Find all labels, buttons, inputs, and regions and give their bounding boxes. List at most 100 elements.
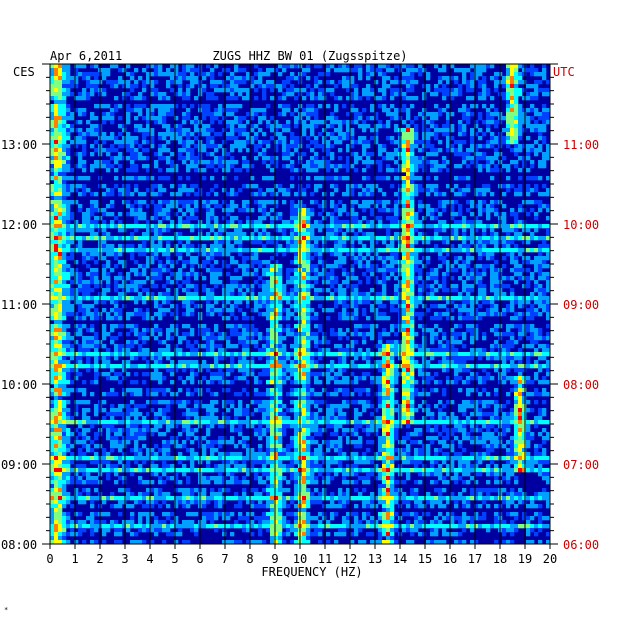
spectrogram-cell: [418, 156, 423, 161]
spectrogram-cell: [502, 216, 507, 221]
spectrogram-cell: [78, 96, 83, 101]
spectrogram-cell: [82, 72, 87, 77]
spectrogram-cell: [162, 264, 167, 269]
spectrogram-cell: [194, 260, 199, 265]
spectrogram-cell: [526, 176, 531, 181]
spectrogram-cell: [186, 112, 191, 117]
spectrogram-cell: [50, 268, 55, 273]
spectrogram-cell: [346, 144, 351, 149]
spectrogram-cell: [126, 276, 131, 281]
spectrogram-cell: [494, 268, 499, 273]
spectrogram-cell: [342, 76, 347, 81]
spectrogram-cell: [302, 248, 307, 253]
spectrogram-cell: [150, 188, 155, 193]
spectrogram-cell: [514, 312, 519, 317]
spectrogram-cell: [506, 228, 511, 233]
spectrogram-cell: [242, 124, 247, 129]
spectrogram-cell: [150, 296, 155, 301]
spectrogram-cell: [402, 264, 407, 269]
spectrogram-cell: [466, 256, 471, 261]
spectrogram-cell: [274, 336, 279, 341]
spectrogram-cell: [526, 148, 531, 153]
spectrogram-cell: [534, 88, 539, 93]
spectrogram-cell: [350, 316, 355, 321]
spectrogram-cell: [454, 76, 459, 81]
spectrogram-cell: [354, 232, 359, 237]
spectrogram-cell: [78, 288, 83, 293]
spectrogram-cell: [50, 232, 55, 237]
spectrogram-cell: [250, 136, 255, 141]
spectrogram-cell: [242, 224, 247, 229]
spectrogram-cell: [402, 156, 407, 161]
spectrogram-cell: [478, 192, 483, 197]
spectrogram-cell: [82, 184, 87, 189]
spectrogram-cell: [274, 68, 279, 73]
spectrogram-cell: [382, 84, 387, 89]
spectrogram-cell: [170, 64, 175, 69]
spectrogram-cell: [394, 232, 399, 237]
spectrogram-cell: [210, 224, 215, 229]
spectrogram-cell: [534, 284, 539, 289]
spectrogram-cell: [334, 236, 339, 241]
spectrogram-cell: [134, 308, 139, 313]
spectrogram-cell: [142, 148, 147, 153]
spectrogram-cell: [142, 332, 147, 337]
spectrogram-cell: [278, 340, 283, 345]
spectrogram-cell: [310, 128, 315, 133]
spectrogram-cell: [386, 296, 391, 301]
spectrogram-cell: [210, 276, 215, 281]
spectrogram-cell: [158, 120, 163, 125]
spectrogram-cell: [86, 96, 91, 101]
spectrogram-cell: [170, 260, 175, 265]
spectrogram-cell: [266, 332, 271, 337]
spectrogram-cell: [274, 300, 279, 305]
spectrogram-cell: [126, 236, 131, 241]
spectrogram-cell: [234, 280, 239, 285]
spectrogram-cell: [82, 304, 87, 309]
spectrogram-cell: [234, 192, 239, 197]
spectrogram-cell: [450, 208, 455, 213]
spectrogram-cell: [278, 88, 283, 93]
spectrogram-cell: [542, 260, 547, 265]
spectrogram-cell: [50, 104, 55, 109]
spectrogram-cell: [438, 76, 443, 81]
spectrogram-cell: [190, 140, 195, 145]
spectrogram-cell: [306, 296, 311, 301]
spectrogram-cell: [310, 276, 315, 281]
spectrogram-cell: [306, 224, 311, 229]
spectrogram-cell: [482, 192, 487, 197]
spectrogram-cell: [322, 156, 327, 161]
spectrogram-cell: [146, 80, 151, 85]
spectrogram-cell: [226, 292, 231, 297]
spectrogram-cell: [250, 116, 255, 121]
spectrogram-cell: [374, 236, 379, 241]
spectrogram-cell: [474, 220, 479, 225]
spectrogram-cell: [486, 116, 491, 121]
spectrogram-cell: [506, 68, 511, 73]
spectrogram-cell: [510, 300, 515, 305]
spectrogram-cell: [150, 144, 155, 149]
spectrogram-cell: [254, 80, 259, 85]
spectrogram-cell: [386, 256, 391, 261]
spectrogram-cell: [166, 212, 171, 217]
spectrogram-cell: [438, 312, 443, 317]
spectrogram-cell: [186, 192, 191, 197]
spectrogram-cell: [306, 108, 311, 113]
spectrogram-cell: [174, 164, 179, 169]
spectrogram-cell: [462, 288, 467, 293]
spectrogram-cell: [230, 96, 235, 101]
spectrogram-cell: [382, 156, 387, 161]
spectrogram-cell: [342, 240, 347, 245]
spectrogram-cell: [306, 176, 311, 181]
spectrogram-cell: [190, 200, 195, 205]
spectrogram-cell: [338, 128, 343, 133]
spectrogram-cell: [446, 104, 451, 109]
spectrogram-cell: [186, 152, 191, 157]
spectrogram-cell: [106, 316, 111, 321]
spectrogram-cell: [358, 76, 363, 81]
spectrogram-cell: [90, 340, 95, 345]
spectrogram-cell: [166, 224, 171, 229]
spectrogram-cell: [438, 204, 443, 209]
spectrogram-cell: [182, 264, 187, 269]
spectrogram-cell: [454, 220, 459, 225]
